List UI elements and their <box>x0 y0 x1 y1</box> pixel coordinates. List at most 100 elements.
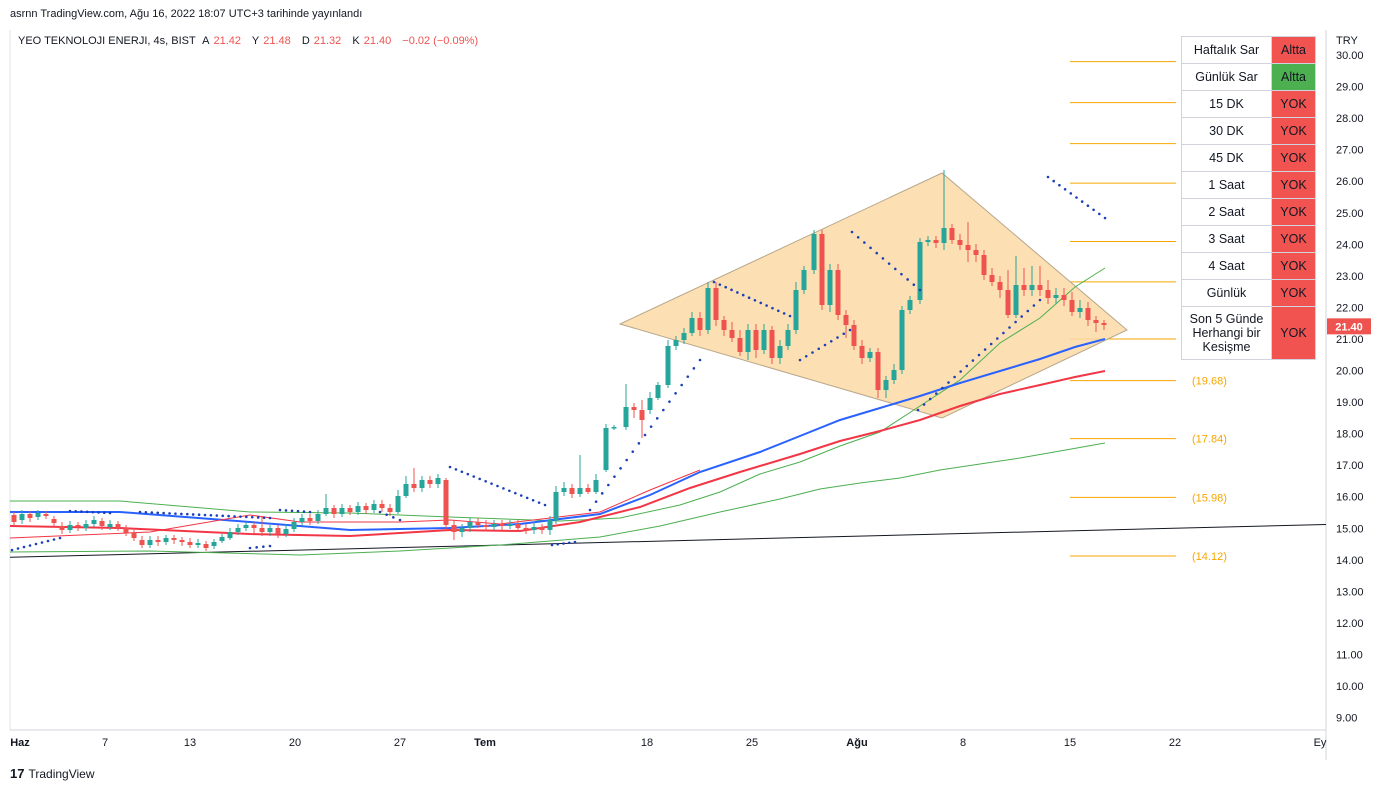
signal-row: 1 Saat YOK <box>1181 171 1316 199</box>
candle-body <box>1045 290 1051 298</box>
time-axis[interactable]: Haz 7 13 20 27 Tem 18 25 Ağu 8 15 22 Ey <box>10 737 1327 749</box>
sar-dot <box>97 511 100 514</box>
sar-dot <box>823 343 827 347</box>
candle-body <box>603 428 609 470</box>
x-tick-label: 27 <box>394 737 406 749</box>
sar-dot <box>680 383 683 387</box>
y-tick-label: 12.00 <box>1336 618 1364 630</box>
signal-label: 4 Saat <box>1181 252 1272 280</box>
sar-dot <box>556 542 560 546</box>
sar-dot <box>959 370 962 373</box>
sar-dot <box>268 544 272 548</box>
sar-dot <box>80 510 83 513</box>
signal-value: YOK <box>1271 306 1316 360</box>
signal-value: YOK <box>1271 225 1316 253</box>
candle-body <box>1069 300 1075 312</box>
candle-body <box>27 514 33 518</box>
sar-dot <box>52 538 56 541</box>
candle-body <box>753 330 759 350</box>
tradingview-brand[interactable]: 17 TradingView <box>10 766 95 781</box>
sar-dot <box>1069 192 1073 195</box>
candle-body <box>523 528 529 530</box>
sar-dot <box>643 433 647 437</box>
candle-body <box>737 338 743 352</box>
signal-label: 15 DK <box>1181 90 1272 118</box>
signal-table: Haftalık Sar Altta Günlük Sar Altta 15 DK YOK… <box>1181 36 1316 360</box>
x-tick-label: Haz <box>10 737 30 749</box>
sar-dot <box>85 510 89 514</box>
y-tick-label: 18.00 <box>1336 429 1364 441</box>
sar-dot <box>91 510 95 514</box>
envelope-red <box>9 469 701 539</box>
brand-name: TradingView <box>28 766 95 781</box>
sar-dot <box>239 515 242 518</box>
candle-body <box>483 525 489 527</box>
candle-body <box>761 330 767 350</box>
candle-body <box>203 544 209 548</box>
sar-dot <box>519 494 523 497</box>
sar-dot <box>736 291 739 294</box>
candle-body <box>769 330 775 358</box>
sar-dot <box>619 467 622 470</box>
candle-body <box>713 288 719 320</box>
candle-body <box>569 488 575 494</box>
y-tick-label: 17.00 <box>1336 460 1364 472</box>
sar-dot <box>1002 331 1005 335</box>
last-price-box <box>1327 318 1371 335</box>
sar-dot <box>686 375 690 378</box>
candle-body <box>1029 285 1035 290</box>
candle-body <box>907 300 913 310</box>
candle-body <box>611 427 617 429</box>
candle-body <box>227 532 233 538</box>
candle-body <box>875 352 881 390</box>
y-tick-label: 11.00 <box>1336 649 1363 661</box>
sar-dot <box>971 359 975 362</box>
signal-value: YOK <box>1271 90 1316 118</box>
candle-body <box>665 346 671 385</box>
candle-body <box>941 228 947 243</box>
sar-dot <box>138 510 142 514</box>
sar-dot <box>1008 326 1011 329</box>
candle-body <box>1037 285 1043 290</box>
sar-dot <box>953 375 956 379</box>
signal-row: Son 5 Günde Herhangi bir Kesişme YOK <box>1181 306 1316 360</box>
low-value: 21.32 <box>313 35 342 47</box>
symbol-name[interactable]: YEO TEKNOLOJI ENERJI, 4s, BIST <box>18 35 196 47</box>
sar-dot <box>753 299 757 302</box>
candle-body <box>451 525 457 532</box>
sar-dot <box>550 543 554 547</box>
sar-dot <box>191 513 195 516</box>
close-value: 21.40 <box>363 35 392 47</box>
sar-dot <box>490 482 493 485</box>
sar-dot <box>156 511 160 515</box>
x-tick-label: Tem <box>474 737 496 749</box>
candle-body <box>99 521 105 526</box>
price-axis[interactable]: TRY 30.00 29.00 28.00 27.00 26.00 25.00 24.00 2… <box>1336 35 1364 725</box>
sar-dot <box>1014 320 1017 324</box>
candle-body <box>819 234 825 305</box>
sar-dot <box>448 465 452 469</box>
candle-body <box>395 496 401 512</box>
candle-body <box>745 330 751 352</box>
candle-body <box>235 528 241 532</box>
open-label: A <box>202 35 210 47</box>
y-tick-label: 27.00 <box>1336 145 1364 157</box>
sar-dot <box>1086 204 1090 207</box>
sar-dot <box>262 516 266 520</box>
low-label: D <box>301 35 310 47</box>
y-tick-label: 25.00 <box>1336 208 1364 220</box>
sar-dot <box>631 450 635 453</box>
sar-dot <box>836 336 839 339</box>
candle-body <box>981 255 987 275</box>
sar-dot <box>502 487 505 490</box>
sar-dot <box>625 458 628 462</box>
candle-body <box>419 480 425 488</box>
candle-body <box>283 529 289 534</box>
sar-dot <box>893 267 897 271</box>
sar-dot <box>1103 216 1107 220</box>
candle-body <box>777 346 783 358</box>
signal-label: 3 Saat <box>1181 225 1272 253</box>
candle-body <box>427 480 433 484</box>
candle-body <box>843 315 849 325</box>
